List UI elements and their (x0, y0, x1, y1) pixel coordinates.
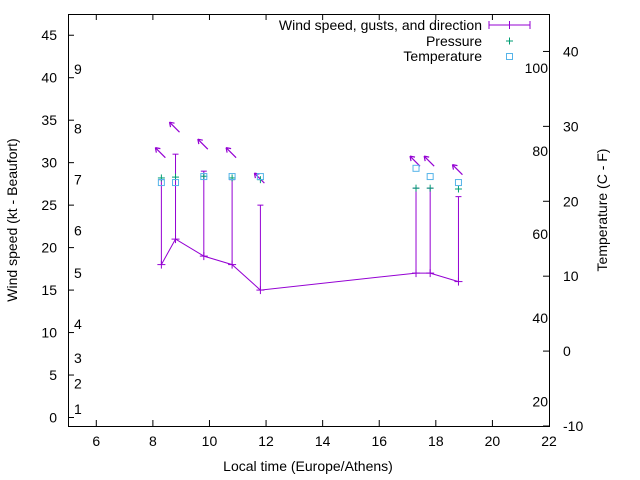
temperature-point (426, 173, 434, 181)
legend-wind-label: Wind speed, gusts, and direction (279, 17, 482, 33)
wind-direction-head-a (169, 121, 175, 124)
legend-temperature-marker (506, 53, 513, 60)
wind-direction-head-b (197, 139, 200, 145)
x-tick-label: 12 (258, 433, 274, 449)
plot-frame (68, 14, 550, 427)
wind-direction-head-a (409, 155, 416, 158)
beaufort-label: 8 (74, 121, 82, 137)
beaufort-labels: 1 2 3 4 5 6 7 8 9 (74, 61, 82, 417)
wind-direction-arrow (225, 147, 237, 159)
beaufort-label: 7 (74, 172, 82, 188)
x-tick-label: 6 (92, 433, 100, 449)
wind-direction-arrow (169, 121, 180, 133)
wind-direction-head-b (225, 147, 228, 153)
beaufort-label: 9 (74, 61, 82, 77)
y2-tick-label: -10 (563, 418, 583, 434)
y-tick-label: 30 (41, 155, 57, 171)
legend-pressure-marker (506, 37, 513, 45)
fahrenheit-label: 20 (532, 393, 548, 409)
beaufort-label: 5 (74, 265, 82, 281)
y-tick-label: 20 (41, 240, 57, 256)
wind-direction-head-a (197, 138, 203, 141)
wind-direction-head-a (452, 164, 458, 167)
wind-direction-arrow (154, 147, 166, 159)
x-tick-label: 22 (541, 433, 557, 449)
beaufort-label: 6 (74, 223, 82, 239)
fahrenheit-label: 80 (532, 143, 548, 159)
legend: Wind speed, gusts, and direction Pressur… (279, 17, 531, 64)
wind-direction-arrow (452, 164, 463, 176)
wind-direction-head-b (154, 147, 157, 153)
beaufort-label: 3 (74, 350, 82, 366)
y2-tick-label: 20 (563, 193, 579, 209)
y-tick-label: 10 (41, 325, 57, 341)
wind-direction-arrow (409, 155, 421, 167)
y-tick-label: 0 (49, 410, 57, 426)
y-tick-label: 5 (49, 367, 57, 383)
fahrenheit-label: 100 (525, 60, 549, 76)
wind-speed-line (160, 238, 459, 291)
legend-pressure-label: Pressure (426, 33, 482, 49)
y2-tick-label: 10 (563, 268, 579, 284)
wind-direction-head-b (451, 164, 455, 170)
temperature-point (172, 179, 180, 187)
wind-direction-head-a (155, 147, 161, 150)
temperature-point (200, 173, 208, 181)
wind-direction-arrow (423, 155, 435, 167)
x-tick-label: 18 (428, 433, 444, 449)
x-axis: 6 8 10 12 14 16 18 20 22 (92, 14, 557, 449)
wind-direction-arrow (197, 138, 209, 150)
y2-tick-label: 0 (563, 343, 571, 359)
wind-direction-head-b (253, 173, 256, 179)
beaufort-label: 1 (74, 401, 82, 417)
temperature-point (412, 164, 420, 172)
y-tick-label: 25 (41, 197, 57, 213)
wind-direction-arrow (253, 172, 265, 184)
wind-series (154, 121, 463, 295)
x-tick-label: 14 (315, 433, 331, 449)
y-tick-label: 35 (41, 112, 57, 128)
fahrenheit-label: 40 (532, 310, 548, 326)
fahrenheit-label: 60 (532, 226, 548, 242)
x-axis-label: Local time (Europe/Athens) (223, 458, 393, 474)
y-axis-label: Wind speed (kt - Beaufort) (4, 138, 20, 301)
y-axis: 0 5 10 15 20 25 30 35 40 45 (41, 27, 74, 426)
x-tick-label: 16 (371, 433, 387, 449)
temperature-point (454, 179, 462, 187)
y2-axis: -10 0 10 20 30 40 (543, 43, 583, 434)
x-tick-label: 10 (202, 433, 218, 449)
wind-direction-head-b (409, 156, 412, 162)
temperature-point (228, 173, 236, 181)
wind-direction-head-a (424, 155, 430, 158)
fahrenheit-labels: 20 40 60 80 100 (525, 60, 549, 409)
y2-axis-label: Temperature (C - F) (594, 149, 610, 272)
y-tick-label: 15 (41, 282, 57, 298)
y2-tick-label: 30 (563, 118, 579, 134)
x-tick-label: 8 (149, 433, 157, 449)
legend-temperature-label: Temperature (403, 48, 482, 64)
y2-tick-label: 40 (563, 43, 579, 59)
beaufort-label: 2 (74, 376, 82, 392)
beaufort-label: 4 (74, 316, 82, 332)
temperature-series (157, 164, 462, 187)
wind-direction-head-b (423, 156, 426, 162)
wind-direction-head-b (168, 122, 172, 128)
temperature-point (157, 179, 165, 187)
wind-direction-head-a (225, 147, 232, 150)
y-tick-label: 45 (41, 27, 57, 43)
x-tick-label: 20 (485, 433, 501, 449)
temperature-point (256, 173, 264, 181)
y-tick-label: 40 (41, 70, 57, 86)
